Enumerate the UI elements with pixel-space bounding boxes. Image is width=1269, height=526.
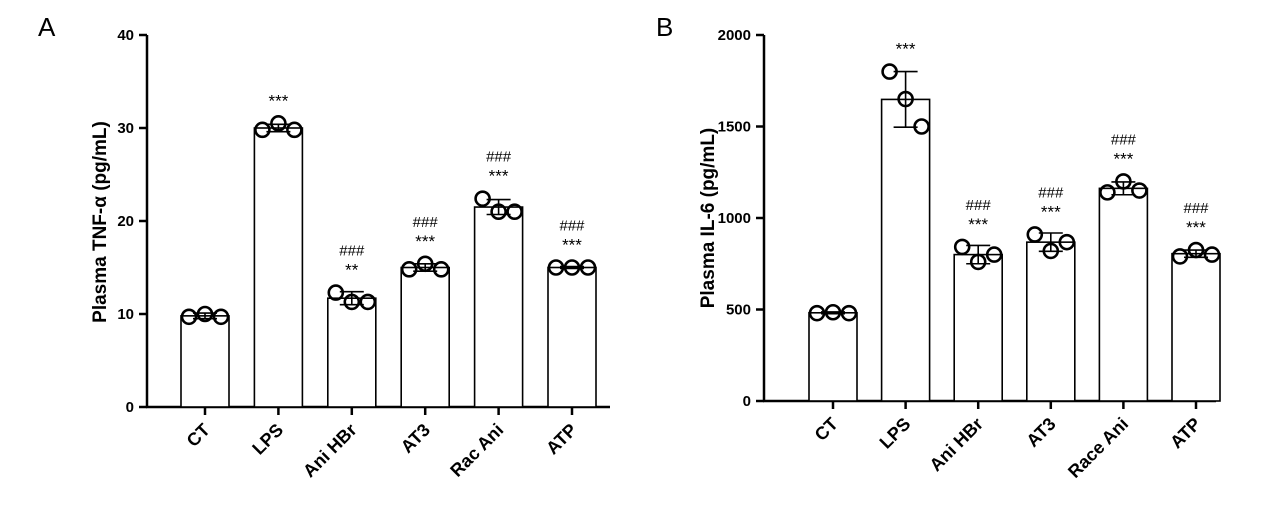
panel-b-x-tick-label: Race Ani	[1064, 414, 1132, 482]
panel-a-significance-hashes: ###	[413, 214, 439, 231]
panel-b-y-axis-title: Plasma IL-6 (pg/mL)	[698, 128, 719, 309]
panel-b-y-tick-label: 1500	[718, 119, 751, 136]
panel-b-data-point	[969, 253, 987, 271]
panel-b-bar	[1171, 252, 1221, 402]
panel-b-data-point	[1042, 242, 1060, 260]
panel-a-data-point	[327, 284, 345, 301]
panel-a-bar	[180, 315, 230, 408]
panel-a-significance-stars: ***	[268, 91, 288, 110]
panel-a-data-point	[579, 259, 597, 276]
panel-a-data-point	[270, 115, 287, 132]
panel-a-x-tick-label: CT	[183, 420, 214, 451]
panel-b-data-point	[985, 246, 1003, 263]
panel-b-y-tick-label: 1000	[718, 210, 751, 227]
panel-b-y-tick-label: 2000	[718, 27, 751, 44]
panel-b-significance-stars: ***	[1113, 149, 1133, 168]
panel-a-y-axis-title: Plasma TNF-α (pg/mL)	[90, 121, 111, 323]
panel-b-significance-stars: ***	[896, 40, 916, 59]
panel-a-bar	[253, 127, 304, 408]
panel-a-data-point	[286, 121, 303, 139]
panel-a-significance-hashes: ###	[339, 243, 365, 260]
panel-a-x-tick-label: LPS	[248, 420, 287, 459]
panel-a-significance-stars: **	[345, 261, 359, 280]
panel-b-data-point	[953, 238, 971, 256]
panel-a-data-point	[506, 203, 523, 220]
panel-b-x-tick-label: ATP	[1166, 414, 1205, 453]
panel-b-x-tick-label: AT3	[1022, 414, 1059, 451]
panel-a-data-point	[400, 261, 418, 278]
panel-b-significance-stars: ***	[1041, 202, 1061, 221]
panel-a-significance-hashes: ###	[559, 218, 585, 235]
panel-b-data-point	[840, 304, 858, 322]
panel-a-x-tick-label: Rac Ani	[446, 420, 507, 481]
panel-b-x-tick-label: LPS	[876, 414, 915, 453]
panel-a-data-point	[359, 293, 377, 311]
panel-a-y-tick-label: 0	[126, 399, 134, 416]
panel-b-data-point	[1026, 226, 1044, 243]
panel-b-y-tick-label: 500	[726, 302, 751, 319]
panel-a-data-point	[180, 308, 198, 326]
panel-b-data-point	[1187, 241, 1205, 259]
panel-b-data-point	[897, 90, 914, 108]
panel-b-significance-hashes: ###	[1038, 184, 1064, 201]
panel-b-significance-hashes: ###	[1183, 200, 1209, 217]
panel-b-bar	[1026, 241, 1076, 402]
panel-a-significance-hashes: ###	[486, 149, 512, 166]
panel-a-data-point	[547, 259, 565, 276]
panel-b-significance-hashes: ###	[1111, 131, 1137, 148]
panel-a-data-point	[254, 121, 271, 139]
panel-a-data-point	[474, 190, 491, 207]
panel-b: B Plasma IL-6 (pg/mL) 0 500 1000 1500 2000 CT…	[656, 12, 1221, 482]
panel-b-y-tick-label: 0	[743, 393, 751, 410]
panel-a-bar	[473, 206, 524, 408]
panel-b-bar	[808, 311, 858, 402]
panel-a-bar	[326, 297, 377, 408]
panel-a-letter: A	[38, 12, 56, 42]
panel-b-x-tick-label: Ani HBr	[926, 414, 988, 476]
panel-b-data-point	[1115, 173, 1132, 190]
panel-b-significance-hashes: ###	[966, 197, 992, 214]
panel-b-data-point	[1099, 184, 1116, 201]
panel-a-data-point	[196, 305, 214, 323]
panel-b-data-point	[913, 118, 930, 135]
panel-a-data-point	[212, 308, 230, 326]
panel-b-significance-stars: ***	[1186, 218, 1206, 237]
panel-b-data-point	[881, 63, 898, 80]
panel-a-x-tick-label: Ani HBr	[299, 420, 361, 482]
panel-a-data-point	[416, 255, 434, 273]
panel-a-significance-stars: ***	[489, 167, 509, 186]
panel-a-y-tick-label: 20	[117, 213, 134, 230]
panel-b-letter: B	[656, 12, 673, 42]
panel-a-data-point	[432, 261, 450, 278]
panel-a-x-tick-label: ATP	[542, 420, 581, 459]
panel-b-data-point	[1058, 233, 1076, 251]
panel-a-y-tick-label: 30	[117, 120, 134, 137]
panel-b-data-point	[1203, 246, 1221, 263]
panel-b-bar	[1098, 187, 1149, 402]
panel-b-data-point	[1171, 248, 1189, 265]
panel-a-significance-stars: ***	[415, 232, 435, 251]
panel-a-significance-stars: ***	[562, 236, 582, 255]
panel-b-significance-stars: ***	[968, 215, 988, 234]
panel-b-bar	[880, 98, 931, 402]
panel-b-bar	[953, 253, 1004, 402]
panel-a-y-tick-label: 40	[117, 27, 134, 44]
panel-b-x-tick-label: CT	[811, 414, 842, 445]
panel-a-y-tick-label: 10	[117, 306, 134, 323]
panel-b-data-point	[808, 304, 826, 322]
panel-a-data-point	[563, 259, 581, 276]
panel-a-data-point	[490, 203, 507, 220]
panel-b-data-point	[824, 303, 842, 321]
panel-a-bar	[547, 266, 597, 408]
panel-b-data-point	[1131, 182, 1148, 199]
panel-a-data-point	[343, 293, 361, 311]
panel-a-bar	[400, 266, 451, 408]
panel-a-x-tick-label: AT3	[397, 420, 434, 457]
